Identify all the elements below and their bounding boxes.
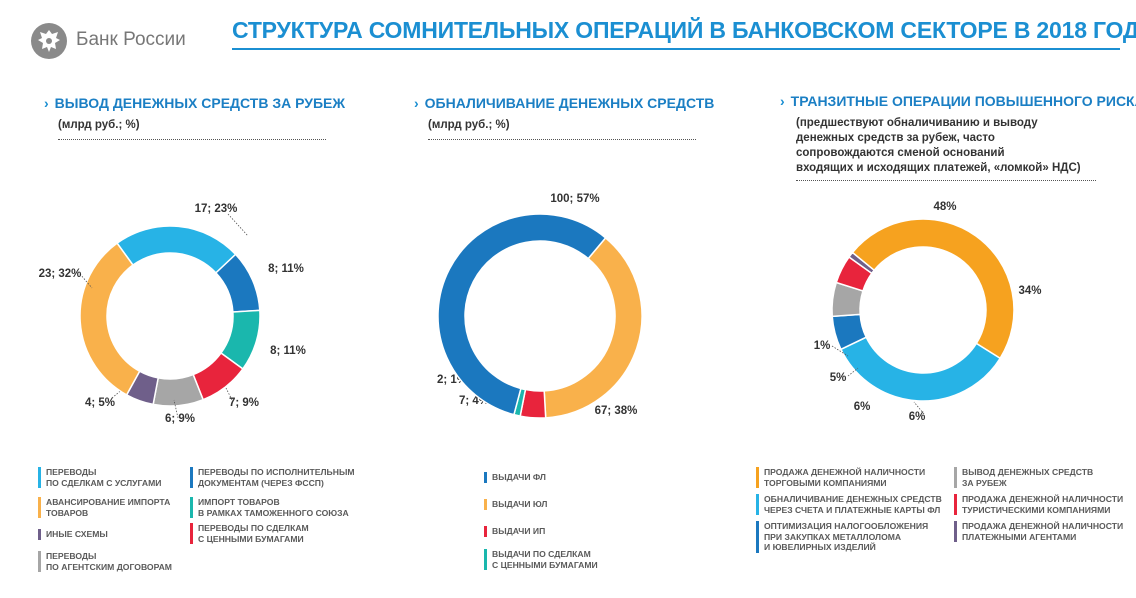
slice-label: 4; 5% (85, 397, 115, 409)
panel-1-title: › ВЫВОД ДЕНЕЖНЫХ СРЕДСТВ ЗА РУБЕЖ (44, 95, 346, 111)
legend-swatch (38, 529, 41, 540)
legend-swatch (190, 497, 193, 518)
panel-1-divider (58, 139, 326, 140)
slice-leader-line (227, 213, 249, 237)
legend-label: ИМПОРТ ТОВАРОВ В РАМКАХ ТАМОЖЕННОГО СОЮЗА (198, 497, 349, 518)
slice-leader-line (79, 273, 93, 289)
legend-label: ВЫДАЧИ ИП (492, 526, 546, 536)
slice-label: 23; 32% (39, 268, 82, 280)
legend-label: ПРОДАЖА ДЕНЕЖНОЙ НАЛИЧНОСТИ ТУРИСТИЧЕСКИМ… (962, 494, 1124, 515)
legend-swatch (756, 521, 759, 553)
page-title: СТРУКТУРА СОМНИТЕЛЬНЫХ ОПЕРАЦИЙ В БАНКОВ… (232, 17, 1136, 43)
legend-swatch (756, 467, 759, 488)
slice-label: 7; 9% (229, 397, 259, 409)
legend-label: ПЕРЕВОДЫ ПО СДЕЛКАМ С УСЛУГАМИ (46, 467, 162, 488)
slice-label: 67; 38% (595, 405, 638, 417)
slice-label: 17; 23% (195, 203, 238, 215)
chevron-right-icon: › (780, 93, 785, 109)
slice-label: 6; 9% (165, 413, 195, 425)
legend-swatch (38, 497, 41, 518)
donut-slice (437, 213, 607, 416)
bank-logo: Банк России (30, 20, 210, 62)
eagle-emblem-icon (31, 23, 67, 59)
panel-1-subtitle: (млрд руб.; %) (58, 119, 140, 131)
donut-slice (851, 218, 1015, 360)
legend-label: ВЫДАЧИ ПО СДЕЛКАМ С ЦЕННЫМИ БУМАГАМИ (492, 549, 598, 570)
legend-swatch (190, 523, 193, 544)
legend-label: ОПТИМИЗАЦИЯ НАЛОГООБЛОЖЕНИЯ ПРИ ЗАКУПКАХ … (764, 521, 929, 552)
legend-label: ИНЫЕ СХЕМЫ (46, 529, 108, 539)
legend-label: ВЫВОД ДЕНЕЖНЫХ СРЕДСТВ ЗА РУБЕЖ (962, 467, 1094, 488)
panel-3-divider (796, 180, 1096, 181)
slice-leader-line (847, 367, 859, 377)
slice-label: 6% (854, 401, 871, 413)
panel-3-title: › ТРАНЗИТНЫЕ ОПЕРАЦИИ ПОВЫШЕННОГО РИСКА (780, 93, 1136, 109)
slice-label: 8; 11% (268, 263, 304, 275)
donut-slice (839, 336, 1002, 402)
legend-swatch (954, 467, 957, 488)
title-underline (232, 48, 1120, 50)
legend-label: ПЕРЕВОДЫ ПО ИСПОЛНИТЕЛЬНЫМ ДОКУМЕНТАМ (ЧЕ… (198, 467, 355, 488)
legend-swatch (484, 472, 487, 483)
donut-slice (79, 242, 141, 396)
slice-label: 5% (830, 372, 847, 384)
slice-label: 34% (1018, 285, 1041, 297)
slice-label: 100; 57% (550, 193, 599, 205)
legend-swatch (38, 467, 41, 488)
legend-swatch (190, 467, 193, 488)
legend-swatch (484, 499, 487, 510)
legend-label: ПРОДАЖА ДЕНЕЖНОЙ НАЛИЧНОСТИ ТОРГОВЫМИ КОМ… (764, 467, 926, 488)
slice-label: 8; 11% (270, 345, 306, 357)
panel-2-divider (428, 139, 696, 140)
slice-leader-line (913, 401, 925, 415)
legend-swatch (484, 526, 487, 537)
slice-label: 1% (814, 340, 831, 352)
slice-label: 6% (909, 411, 926, 423)
slice-leader-line (225, 387, 233, 401)
chevron-right-icon: › (414, 95, 419, 111)
legend-label: ВЫДАЧИ ФЛ (492, 472, 546, 482)
legend-label: ПЕРЕВОДЫ ПО СДЕЛКАМ С ЦЕННЫМИ БУМАГАМИ (198, 523, 309, 544)
legend-swatch (954, 494, 957, 515)
slice-leader-line (173, 399, 179, 419)
chevron-right-icon: › (44, 95, 49, 111)
bank-name: Банк России (76, 29, 186, 50)
legend-swatch (756, 494, 759, 515)
panel-2-subtitle: (млрд руб.; %) (428, 119, 510, 131)
legend-label: ПРОДАЖА ДЕНЕЖНОЙ НАЛИЧНОСТИ ПЛАТЕЖНЫМИ АГ… (962, 521, 1124, 542)
legend-label: ВЫДАЧИ ЮЛ (492, 499, 548, 509)
legend-label: ОБНАЛИЧИВАНИЕ ДЕНЕЖНЫХ СРЕДСТВ ЧЕРЕЗ СЧЕТ… (764, 494, 942, 515)
legend-label: АВАНСИРОВАНИЕ ИМПОРТА ТОВАРОВ (46, 497, 171, 518)
slice-leader-line (831, 345, 849, 357)
panel-2-title: › ОБНАЛИЧИВАНИЕ ДЕНЕЖНЫХ СРЕДСТВ (414, 95, 715, 111)
slice-label: 48% (933, 201, 956, 213)
legend-swatch (954, 521, 957, 542)
legend-swatch (38, 551, 41, 572)
legend-label: ПЕРЕВОДЫ ПО АГЕНТСКИМ ДОГОВОРАМ (46, 551, 172, 572)
legend-swatch (484, 549, 487, 570)
panel-3-subtitle: (предшествуют обналичиванию и выводу ден… (796, 117, 1081, 174)
